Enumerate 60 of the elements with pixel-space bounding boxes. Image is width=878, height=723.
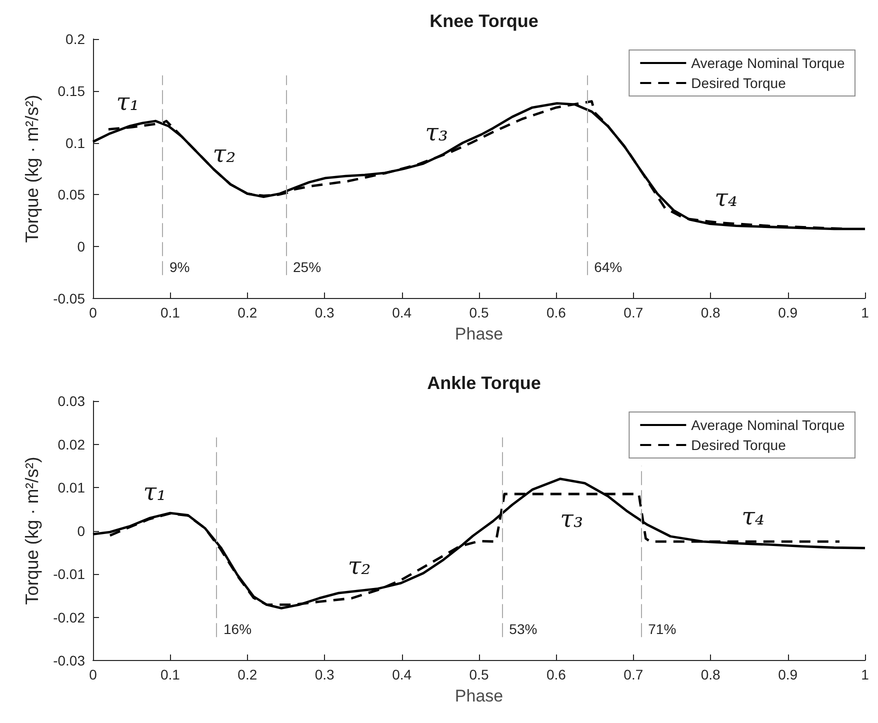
annotation: τ₁ xyxy=(143,477,166,506)
x-tick-label: 0.9 xyxy=(778,666,798,682)
x-tick-label: 0.7 xyxy=(624,304,644,320)
legend-label: Average Nominal Torque xyxy=(691,416,845,432)
x-tick-label: 0.2 xyxy=(238,666,258,682)
y-tick-label: 0.05 xyxy=(58,186,86,203)
y-tick-label: 0.02 xyxy=(58,436,86,452)
x-axis-title: Phase xyxy=(454,686,504,705)
y-tick-label: 0 xyxy=(77,522,86,538)
x-tick-label: 0.6 xyxy=(546,304,566,320)
ref-line-label: 16% xyxy=(224,620,252,637)
legend-label: Desired Torque xyxy=(691,75,786,91)
chart-title: Knee Torque xyxy=(430,11,538,31)
x-axis-title: Phase xyxy=(454,324,504,344)
x-tick-label: 0 xyxy=(89,304,98,320)
y-axis-title: Torque (kg · m²/s²) xyxy=(22,456,42,604)
x-tick-label: 0.8 xyxy=(700,304,721,320)
x-tick-label: 0.4 xyxy=(392,304,412,320)
x-tick-label: 0 xyxy=(89,666,98,682)
annotation: τ₄ xyxy=(714,184,738,212)
x-tick-label: 0.7 xyxy=(624,666,644,682)
x-tick-label: 0.5 xyxy=(469,304,489,320)
annotation: τ₃ xyxy=(560,504,584,532)
y-tick-label: -0.01 xyxy=(53,566,86,582)
y-tick-label: 0.2 xyxy=(66,31,86,47)
legend-label: Desired Torque xyxy=(691,436,786,452)
x-tick-label: 0.1 xyxy=(160,304,180,320)
ref-line-label: 9% xyxy=(169,259,190,276)
x-tick-label: 0.6 xyxy=(546,666,566,682)
ref-line-label: 71% xyxy=(648,620,676,637)
x-tick-label: 0.2 xyxy=(238,304,258,320)
x-tick-label: 0.4 xyxy=(392,666,412,682)
y-tick-label: 0.1 xyxy=(66,134,86,151)
y-axis-title: Torque (kg · m²/s²) xyxy=(22,94,42,243)
line-series xyxy=(92,477,866,609)
y-tick-label: 0 xyxy=(77,238,86,255)
annotation: τ₄ xyxy=(742,502,765,530)
chart-title: Ankle Torque xyxy=(427,372,541,392)
x-tick-label: 0.5 xyxy=(469,666,489,682)
y-tick-label: 0.01 xyxy=(58,479,86,495)
legend-label: Average Nominal Torque xyxy=(691,55,845,71)
y-tick-label: -0.02 xyxy=(53,608,86,625)
ref-line-label: 64% xyxy=(594,259,622,276)
y-tick-label: -0.05 xyxy=(53,290,86,306)
x-tick-label: 0.3 xyxy=(314,666,335,682)
x-tick-label: 0.3 xyxy=(314,304,335,320)
annotation: τ₃ xyxy=(425,118,448,146)
y-tick-label: 0.03 xyxy=(58,392,86,408)
ref-line-label: 53% xyxy=(509,620,538,637)
annotation: τ₂ xyxy=(348,551,371,580)
x-tick-label: 1 xyxy=(861,304,870,320)
annotation: τ₁ xyxy=(116,88,140,116)
x-tick-label: 1 xyxy=(861,666,870,682)
annotation: τ₂ xyxy=(212,140,236,168)
y-tick-label: -0.03 xyxy=(53,652,86,668)
x-tick-label: 0.8 xyxy=(700,666,721,682)
x-tick-label: 0.9 xyxy=(778,304,798,320)
y-tick-label: 0.15 xyxy=(58,82,86,99)
x-tick-label: 0.1 xyxy=(160,666,180,682)
ref-line-label: 25% xyxy=(293,259,322,276)
